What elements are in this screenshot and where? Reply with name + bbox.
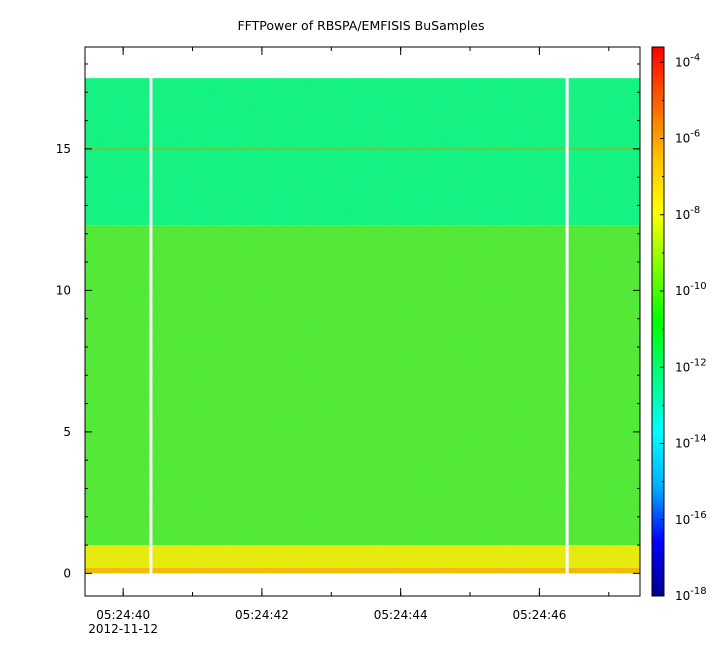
- y-tick-label-15: 15: [56, 142, 71, 156]
- colorbar-gradient: [651, 46, 665, 597]
- plot-frame: [84, 46, 641, 597]
- x-tick-label-0: 05:24:40: [96, 608, 150, 622]
- x-date-label: 2012-11-12: [88, 622, 158, 636]
- x-tick-label-2: 05:24:44: [374, 608, 428, 622]
- x-tick-label-1: 05:24:42: [235, 608, 289, 622]
- spectrogram-noise: [85, 78, 640, 574]
- colorbar-tick-label: 10-4: [675, 52, 700, 69]
- colorbar-tick-label: 10-12: [675, 357, 707, 374]
- y-tick-label-0: 0: [63, 566, 71, 580]
- colorbar-tick-label: 10-10: [675, 281, 707, 298]
- data-gap-1: [565, 47, 569, 596]
- colorbar-tick-label: 10-6: [675, 129, 700, 146]
- colorbar-tick-label: 10-16: [675, 510, 707, 527]
- colorbar-tick-label: 10-14: [675, 434, 707, 451]
- colorbar-tick-label: 10-18: [675, 586, 707, 603]
- colorbar: 10-4 10-6 10-8 10-10 10-12 10-14 10-16 10-18: [651, 46, 707, 603]
- colorbar-tick-label: 10-8: [675, 205, 700, 222]
- axes: 0 5 10 15 05:24:40 05:24:42 05:24:44 05:24:46 20…: [56, 46, 641, 636]
- chart-title: FFTPower of RBSPA/EMFISIS BuSamples: [237, 18, 484, 33]
- x-tick-label-3: 05:24:46: [512, 608, 566, 622]
- y-tick-label-5: 5: [63, 425, 71, 439]
- data-gap-0: [149, 47, 153, 596]
- plot-area: [85, 47, 640, 596]
- y-tick-label-10: 10: [56, 283, 71, 297]
